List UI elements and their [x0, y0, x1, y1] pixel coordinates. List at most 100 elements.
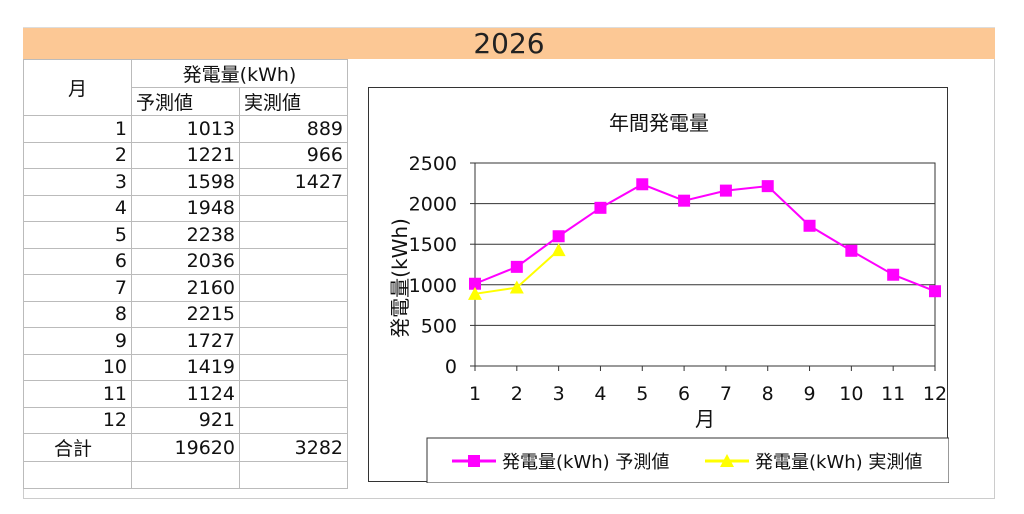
- cell-forecast: 1598: [131, 168, 240, 196]
- y-tick-label: 500: [421, 315, 457, 337]
- cell-month: 12: [23, 406, 132, 434]
- data-point-square: [510, 260, 523, 273]
- month-header: 月: [23, 59, 132, 116]
- cell-month: 2: [23, 141, 132, 169]
- cell-month: 4: [23, 194, 132, 222]
- table-row: 2 1221 966: [23, 141, 348, 169]
- cell-month: 5: [23, 221, 132, 249]
- cell-forecast: 2160: [131, 274, 240, 302]
- data-point-square: [887, 268, 900, 281]
- cell-forecast: 1124: [131, 380, 240, 408]
- table-row: 4 1948: [23, 194, 348, 222]
- table-row: 10 1419: [23, 353, 348, 381]
- legend-label: 発電量(kWh) 実測値: [755, 452, 922, 473]
- total-forecast: 19620: [131, 433, 240, 462]
- table-row: 1 1013 889: [23, 115, 348, 143]
- data-point-triangle: [720, 454, 734, 467]
- cell-actual: 889: [239, 115, 348, 143]
- cell-actual: [239, 327, 348, 355]
- table-row: 8 2215: [23, 300, 348, 328]
- x-tick-label: 5: [636, 383, 648, 405]
- x-tick-label: 4: [594, 383, 606, 405]
- y-tick-label: 0: [445, 356, 457, 378]
- cell-actual: [239, 353, 348, 381]
- table-row: 6 2036: [23, 247, 348, 275]
- y-tick-label: 2500: [409, 153, 457, 175]
- y-tick-label: 2000: [409, 194, 457, 216]
- data-point-square: [803, 219, 816, 232]
- data-point-square: [845, 244, 858, 257]
- data-point-square: [929, 285, 941, 298]
- cell-actual: 1427: [239, 168, 348, 196]
- cell-actual: [239, 406, 348, 434]
- cell-month: 10: [23, 353, 132, 381]
- actual-header: 実測値: [239, 87, 348, 116]
- cell-forecast: 921: [131, 406, 240, 434]
- y-axis-label: 発電量(kWh): [388, 218, 412, 338]
- data-point-square: [719, 184, 732, 197]
- x-tick-label: 8: [762, 383, 774, 405]
- cell-forecast: 2036: [131, 247, 240, 275]
- table-row: 7 2160: [23, 274, 348, 302]
- x-tick-label: 3: [553, 383, 565, 405]
- data-point-square: [594, 201, 607, 214]
- cell-actual: 966: [239, 141, 348, 169]
- x-axis-label: 月: [695, 407, 715, 431]
- total-actual: 3282: [239, 433, 348, 462]
- forecast-header: 予測値: [131, 87, 240, 116]
- x-tick-label: 11: [881, 383, 905, 405]
- cell-actual: [239, 194, 348, 222]
- empty-cell: [131, 461, 240, 489]
- total-label: 合計: [23, 433, 132, 462]
- y-tick-label: 1000: [409, 275, 457, 297]
- cell-month: 11: [23, 380, 132, 408]
- cell-actual: [239, 247, 348, 275]
- table-row: 12 921: [23, 406, 348, 434]
- y-tick-label: 1500: [409, 234, 457, 256]
- cell-forecast: 1727: [131, 327, 240, 355]
- x-tick-label: 1: [469, 383, 481, 405]
- x-tick-label: 10: [839, 383, 863, 405]
- data-point-square: [761, 180, 774, 193]
- chart: 年間発電量 0 500 1000 1500 2000 2500 1 2 3 4 5 6 7 8 9 10 11 12…: [368, 87, 949, 483]
- data-point-triangle: [509, 280, 524, 294]
- cell-forecast: 2238: [131, 221, 240, 249]
- cell-month: 9: [23, 327, 132, 355]
- empty-cell: [239, 461, 348, 489]
- cell-forecast: 1013: [131, 115, 240, 143]
- cell-month: 7: [23, 274, 132, 302]
- cell-forecast: 2215: [131, 300, 240, 328]
- x-tick-label: 2: [511, 383, 523, 405]
- data-point-triangle: [468, 286, 482, 300]
- cell-actual: [239, 274, 348, 302]
- table-row: 9 1727: [23, 327, 348, 355]
- data-table: 月 発電量(kWh) 予測値 実測値 1 1013 889 2 1221 966 3 1598…: [23, 59, 348, 489]
- cell-forecast: 1221: [131, 141, 240, 169]
- legend-box: [426, 437, 949, 483]
- cell-month: 3: [23, 168, 132, 196]
- data-point-square: [469, 277, 481, 290]
- cell-month: 1: [23, 115, 132, 143]
- table-row: 3 1598 1427: [23, 168, 348, 196]
- data-point-square: [678, 194, 691, 207]
- cell-actual: [239, 221, 348, 249]
- data-point-square: [468, 455, 480, 467]
- x-tick-label: 6: [678, 383, 690, 405]
- data-point-triangle: [551, 243, 566, 257]
- cell-actual: [239, 300, 348, 328]
- table-row: 11 1124: [23, 380, 348, 408]
- series-line: [474, 183, 936, 293]
- empty-cell: [23, 461, 132, 489]
- cell-forecast: 1948: [131, 194, 240, 222]
- legend-label: 発電量(kWh) 予測値: [502, 452, 669, 473]
- x-tick-label: 12: [923, 383, 947, 405]
- x-tick-label: 7: [720, 383, 732, 405]
- cell-month: 6: [23, 247, 132, 275]
- table-row: 5 2238: [23, 221, 348, 249]
- year-header: 2026: [23, 27, 995, 59]
- x-tick-label: 9: [803, 383, 815, 405]
- chart-title: 年間発電量: [609, 111, 709, 135]
- group-header: 発電量(kWh): [131, 59, 348, 88]
- cell-actual: [239, 380, 348, 408]
- cell-forecast: 1419: [131, 353, 240, 381]
